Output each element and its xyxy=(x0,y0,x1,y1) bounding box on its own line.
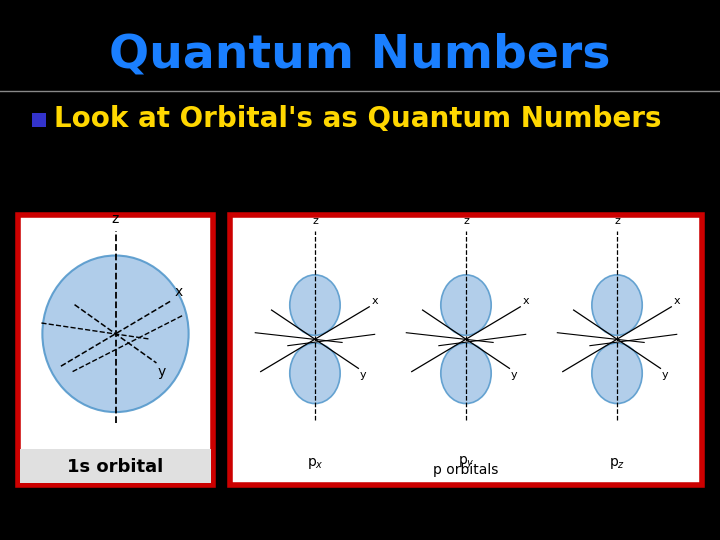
Ellipse shape xyxy=(592,275,642,335)
Text: z: z xyxy=(614,216,620,226)
Text: z: z xyxy=(112,212,120,226)
Ellipse shape xyxy=(42,255,189,412)
Ellipse shape xyxy=(441,275,491,335)
Ellipse shape xyxy=(289,343,340,403)
Bar xyxy=(20,449,211,483)
Text: x: x xyxy=(372,296,378,306)
Text: Can only be one
s orbital: Can only be one s orbital xyxy=(36,527,194,540)
Text: p$_x$: p$_x$ xyxy=(307,456,323,471)
Text: z: z xyxy=(312,216,318,226)
Bar xyxy=(32,113,46,127)
Bar xyxy=(18,215,213,485)
Text: y: y xyxy=(359,370,366,380)
Ellipse shape xyxy=(592,343,642,403)
Text: For each p sublevel there are 3
possible orientations, so three 3
orbital's: For each p sublevel there are 3 possible… xyxy=(309,525,623,540)
Bar xyxy=(230,215,702,485)
Text: p orbitals: p orbitals xyxy=(433,463,499,477)
Text: l = 0   m = 0: l = 0 m = 0 xyxy=(48,493,183,513)
Text: 1s orbital: 1s orbital xyxy=(68,458,163,476)
Text: y: y xyxy=(158,364,166,379)
Ellipse shape xyxy=(441,343,491,403)
Text: z: z xyxy=(463,216,469,226)
Text: y: y xyxy=(510,370,517,380)
Text: Look at Orbital's as Quantum Numbers: Look at Orbital's as Quantum Numbers xyxy=(54,105,662,133)
Text: l = 1   m = -1, 0, +1: l = 1 m = -1, 0, +1 xyxy=(360,493,572,513)
Ellipse shape xyxy=(289,275,340,335)
Text: Quantum Numbers: Quantum Numbers xyxy=(109,32,611,77)
Text: p$_z$: p$_z$ xyxy=(609,456,625,471)
Text: x: x xyxy=(522,296,529,306)
Text: p$_y$: p$_y$ xyxy=(458,455,474,471)
Text: x: x xyxy=(673,296,680,306)
Text: x: x xyxy=(174,286,182,299)
Text: y: y xyxy=(662,370,668,380)
